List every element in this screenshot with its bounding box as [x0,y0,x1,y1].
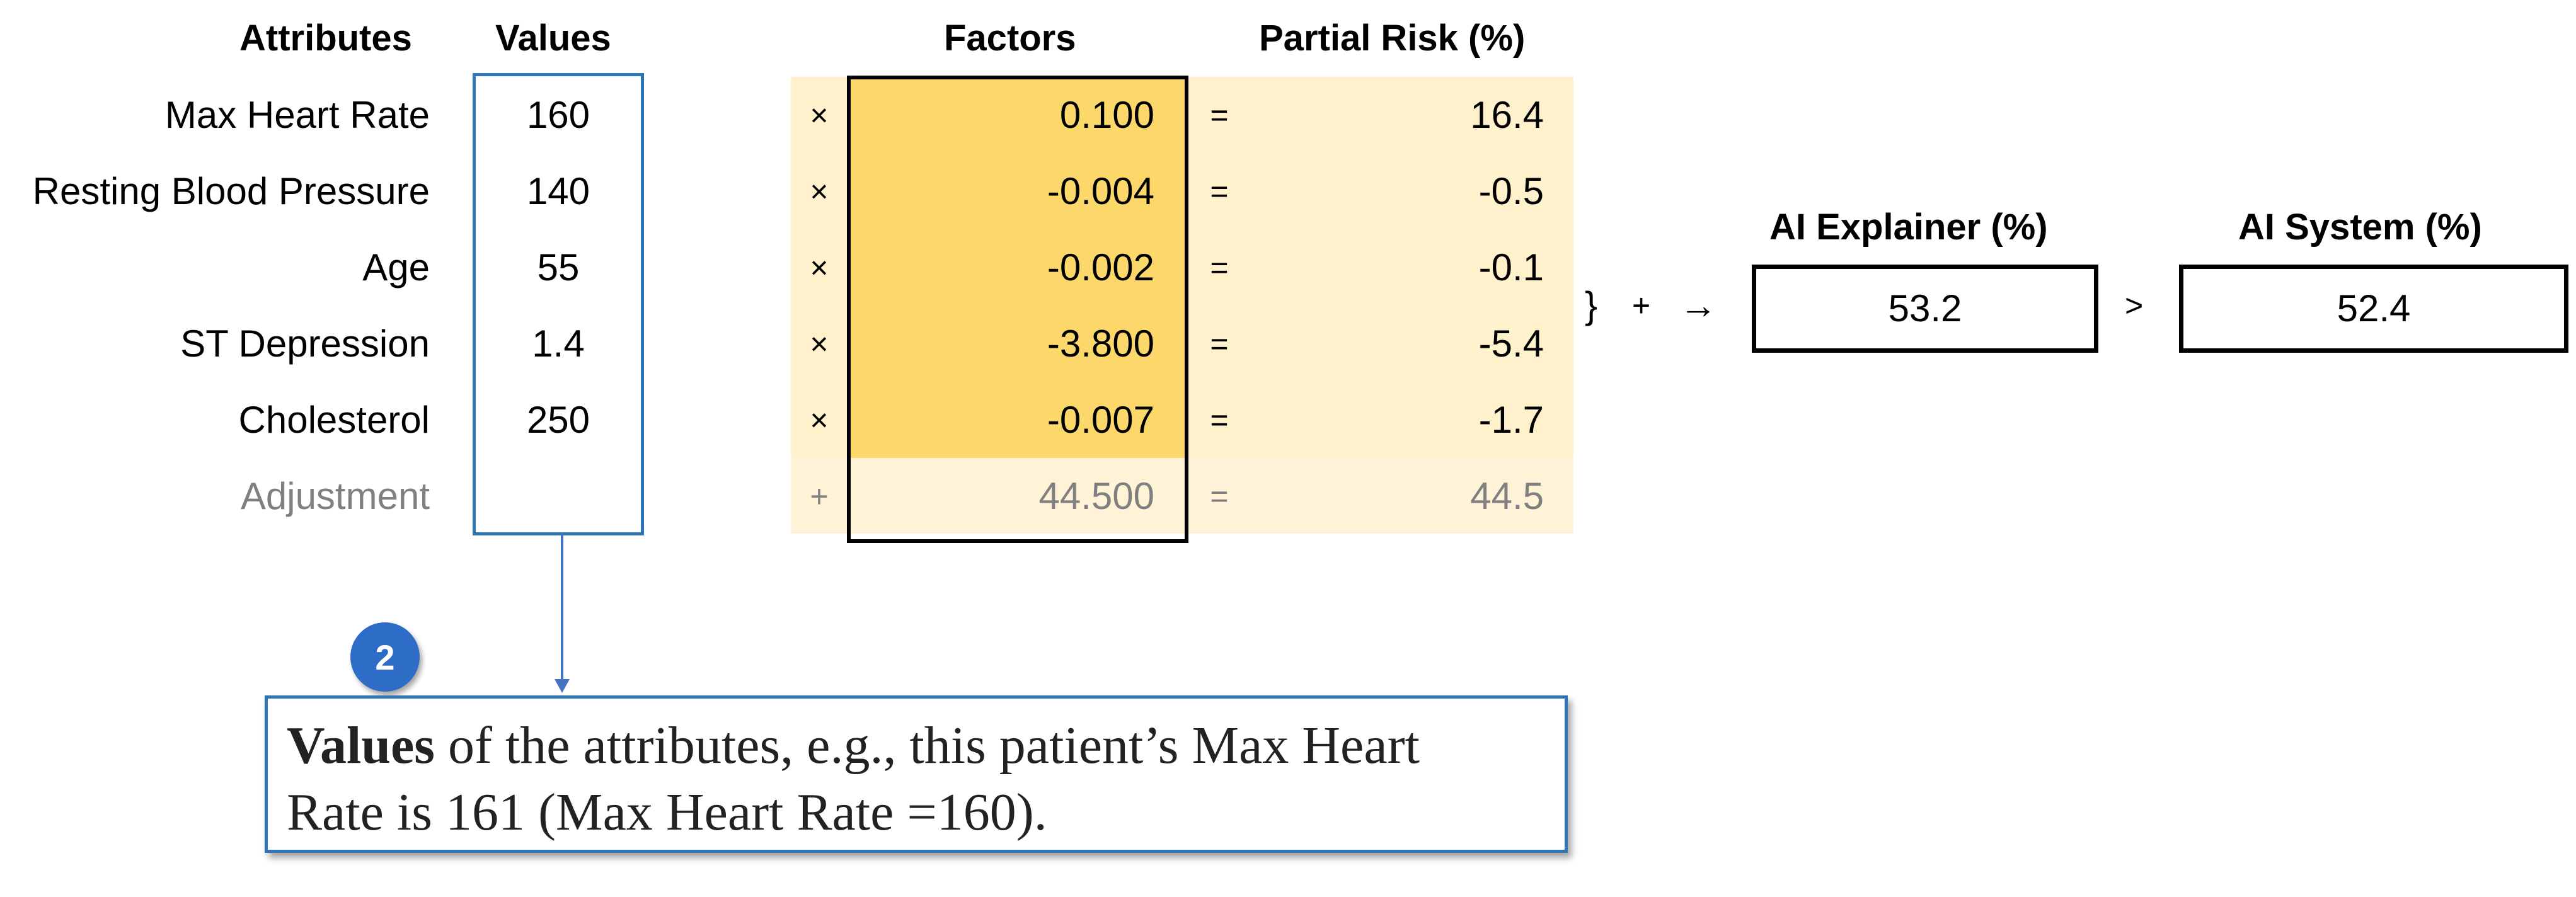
attribute-value: 140 [526,169,590,212]
partial-risk-value: -5.4 [1478,322,1544,365]
equals-sign: = [1210,402,1229,438]
callout-bold-term: Values [287,716,435,775]
equals-sign: = [1210,326,1229,362]
equals-sign: = [1210,478,1229,514]
operator-sign: × [810,173,829,209]
values-column-box [473,73,644,535]
factors-column-box [847,76,1188,543]
attribute-value [476,458,641,534]
header-partial-risk: Partial Risk (%) [1259,18,1526,59]
ai-explainer-value: 53.2 [1888,287,1962,329]
header-factors: Factors [944,18,1076,59]
partial-risk-value: -1.7 [1478,398,1544,441]
ai-system-value: 52.4 [2337,287,2411,329]
factor-value: -0.002 [1047,246,1154,289]
factor-value: -0.007 [1047,398,1154,441]
operator-sign: × [810,249,829,285]
header-ai-system: AI System (%) [2238,207,2482,248]
partial-risk-value: 44.5 [1470,474,1544,517]
equals-sign: = [1210,249,1229,285]
ai-system-box: 52.4 [2179,265,2568,353]
callout-box: Values of the attributes, e.g., this pat… [265,695,1568,853]
operator-sign: × [810,97,829,133]
table-row: Age 55 × -0.002 = -0.1 [0,229,1575,306]
ai-explainer-box: 53.2 [1752,265,2098,353]
table-row: Max Heart Rate 160 × 0.100 = 16.4 [0,77,1575,153]
attribute-value: 55 [537,246,580,289]
step-badge-number: 2 [375,637,395,677]
attribute-value: 1.4 [532,322,585,365]
arrow-icon: → [1679,284,1717,326]
attribute-label: ST Depression [180,322,430,365]
header-ai-explainer: AI Explainer (%) [1769,207,2048,248]
greater-than-sign: > [2125,288,2144,323]
partial-risk-value: 16.4 [1470,93,1544,136]
equals-sign: = [1210,173,1229,209]
callout-line-1-text: of the attributes, e.g., this patient’s … [434,716,1420,775]
table-row: ST Depression 1.4 × -3.800 = -5.4 [0,306,1575,382]
attribute-value: 250 [526,398,590,441]
header-attributes: Attributes [239,18,412,59]
operator-sign: + [810,478,829,514]
table-row: Cholesterol 250 × -0.007 = -1.7 [0,382,1575,458]
adjustment-row: Adjustment +44.500 = 44.5 [0,458,1575,534]
callout-line-2: Rate is 161 (Max Heart Rate =160). [287,783,1047,842]
operator-sign: × [810,402,829,438]
partial-risk-value: -0.5 [1478,169,1544,212]
factor-value: 0.100 [1059,93,1154,136]
table-row: Resting Blood Pressure 140 × -0.004 = -0.5 [0,153,1575,229]
attribute-label: Cholesterol [238,398,430,441]
partial-risk-value: -0.1 [1478,246,1544,289]
operator-sign: × [810,326,829,362]
attribute-label: Age [362,246,430,289]
sum-brace: } [1585,284,1598,326]
factors-column-fill [847,77,1186,458]
factor-value: 44.500 [1038,474,1154,517]
header-values: Values [495,18,611,59]
attribute-label: Max Heart Rate [164,93,430,136]
factor-value: -0.004 [1047,169,1154,212]
step-badge: 2 [350,622,420,692]
attribute-label: Adjustment [240,474,430,517]
callout-line-1: Values of the attributes, e.g., this pat… [287,712,1546,779]
factors-column-adjust-fill [847,458,1186,534]
attribute-label: Resting Blood Pressure [32,169,430,212]
plus-sign: + [1632,288,1651,323]
attribute-value: 160 [526,93,590,136]
equals-sign: = [1210,97,1229,133]
factor-value: -3.800 [1047,322,1154,365]
